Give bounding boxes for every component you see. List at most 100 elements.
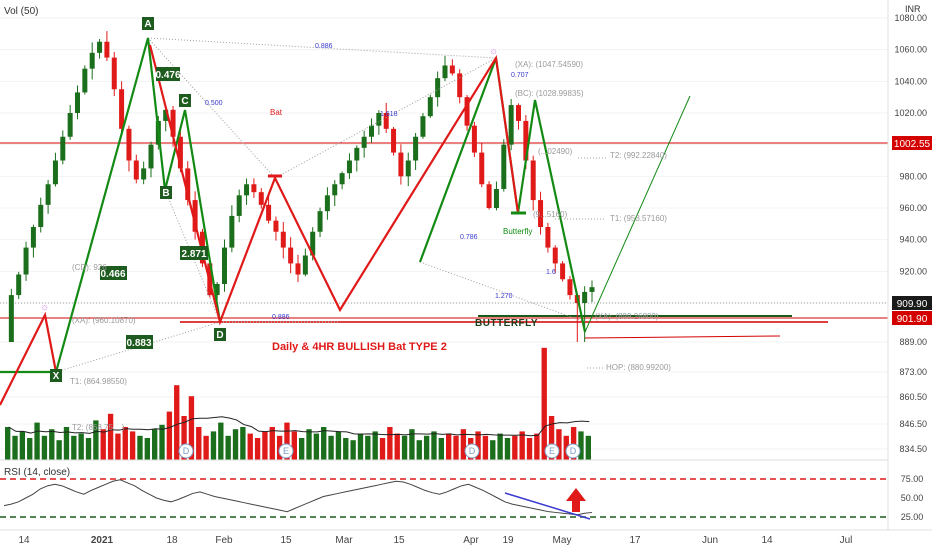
ratio-0476: 0.476 (155, 67, 181, 81)
volume-bar (438, 438, 444, 460)
event-marker[interactable]: E (544, 443, 560, 459)
candle-body (266, 204, 272, 221)
candle-body (126, 128, 132, 161)
candle-body (60, 136, 66, 161)
volume-bar (129, 431, 136, 460)
candle-body (354, 147, 360, 161)
svg-text:B: B (162, 188, 169, 199)
rsi-tick-label: 25.00 (901, 512, 924, 522)
volume-bar (85, 438, 92, 460)
pattern-title: Daily & 4HR BULLISH Bat TYPE 2 (272, 341, 447, 353)
t2-left-label: T2: (868.75....) (72, 423, 125, 432)
volume-bar (365, 435, 371, 460)
pivot-C: C (179, 94, 191, 107)
time-tick-label: 2021 (91, 535, 114, 546)
candle-body (332, 184, 338, 196)
volume-indicator-label[interactable]: Vol (50) (4, 6, 39, 17)
event-marker-label: E (283, 446, 289, 456)
candle-body (163, 109, 169, 121)
pivot-D: D (214, 328, 226, 341)
volume-bar (409, 429, 415, 460)
candle-body (185, 168, 191, 201)
volume-bar (56, 440, 62, 460)
ratio-1618: 1.618 (380, 111, 398, 118)
volume-bar (254, 438, 261, 460)
price-tick-label: 1040.00 (894, 76, 927, 86)
ratio-1618b: 1.6 (546, 269, 556, 276)
event-marker[interactable]: D (178, 443, 194, 459)
event-marker[interactable]: D (464, 443, 480, 459)
volume-bar (401, 435, 408, 460)
bat-pattern-red (0, 311, 58, 406)
sun-icon: ☼ (40, 302, 49, 313)
volume-bar (100, 429, 106, 460)
rsi-line (3, 479, 593, 516)
bc2-label: (...02490) (538, 147, 573, 156)
volume-bar (12, 435, 18, 460)
volume-bar (122, 427, 128, 460)
volume-bar (181, 416, 187, 460)
event-marker[interactable]: E (278, 443, 294, 459)
candle-body (89, 52, 95, 69)
time-tick-label: Jul (840, 535, 853, 546)
price-tick-label: 1080.00 (894, 13, 927, 23)
volume-bar (19, 431, 26, 460)
candle-body (302, 255, 308, 275)
candle-body (346, 160, 352, 174)
volume-bar (93, 420, 99, 460)
rsi-indicator-label[interactable]: RSI (14, close) (4, 467, 71, 478)
volume-bar (247, 433, 253, 460)
candle-body (369, 125, 374, 137)
candle-body (560, 263, 566, 280)
volume-bar (34, 422, 40, 460)
volume-bar (394, 433, 400, 460)
candle-body (67, 113, 73, 137)
volume-bar (174, 385, 180, 460)
volume-bar (166, 411, 173, 460)
event-marker[interactable]: D (565, 443, 581, 459)
time-tick-label: May (553, 535, 572, 546)
candle-body (391, 128, 397, 153)
rsi-trendline (504, 492, 591, 520)
svg-text:1002.55: 1002.55 (894, 139, 931, 150)
time-axis[interactable]: 14 2021 18 Feb 15 Mar 15 Apr 19 May 17 Jun 14 Jul (18, 535, 852, 546)
volume-bar (335, 431, 342, 460)
time-tick-label: 14 (761, 535, 773, 546)
candle-body (457, 73, 463, 98)
bat-pattern-green (0, 37, 222, 374)
candle-body (376, 113, 382, 126)
volume-bar (196, 427, 202, 460)
volume-ma-line (8, 416, 590, 437)
time-tick-label: 17 (629, 535, 641, 546)
ratio-0786: 0.786 (460, 234, 478, 241)
candle-body (192, 200, 198, 232)
volume-bar (137, 435, 143, 460)
volume-bar (210, 431, 217, 460)
volume-bar (49, 429, 55, 460)
price-axis[interactable]: 1080.001060.001040.001020.001000.00980.0… (894, 13, 927, 454)
volume-bar (321, 427, 327, 460)
volume-bar (490, 440, 496, 460)
hop-label: HOP: (880.99200) (606, 363, 671, 372)
candle-body (361, 136, 367, 148)
time-tick-label: 14 (18, 535, 30, 546)
ratio-0707: 0.707 (511, 72, 529, 79)
candle-body (229, 215, 235, 248)
svg-text:0.466: 0.466 (100, 269, 125, 280)
price-tick-label: 960.00 (899, 203, 927, 213)
volume-bar (548, 416, 555, 460)
candle-body (141, 168, 147, 180)
ratio-0883: 0.883 (126, 335, 153, 349)
svg-text:901.90: 901.90 (897, 314, 928, 325)
candle-body (273, 220, 279, 232)
ratio-1270: 1.270 (495, 293, 513, 300)
volume-bar (497, 433, 503, 460)
time-tick-label: 19 (502, 535, 514, 546)
bat-label: Bat (270, 108, 283, 117)
volume-bar (446, 433, 452, 460)
rsi-axis[interactable]: 75.00 50.00 25.00 (901, 474, 924, 522)
volume-bar (556, 429, 562, 460)
candle-body (501, 144, 507, 189)
